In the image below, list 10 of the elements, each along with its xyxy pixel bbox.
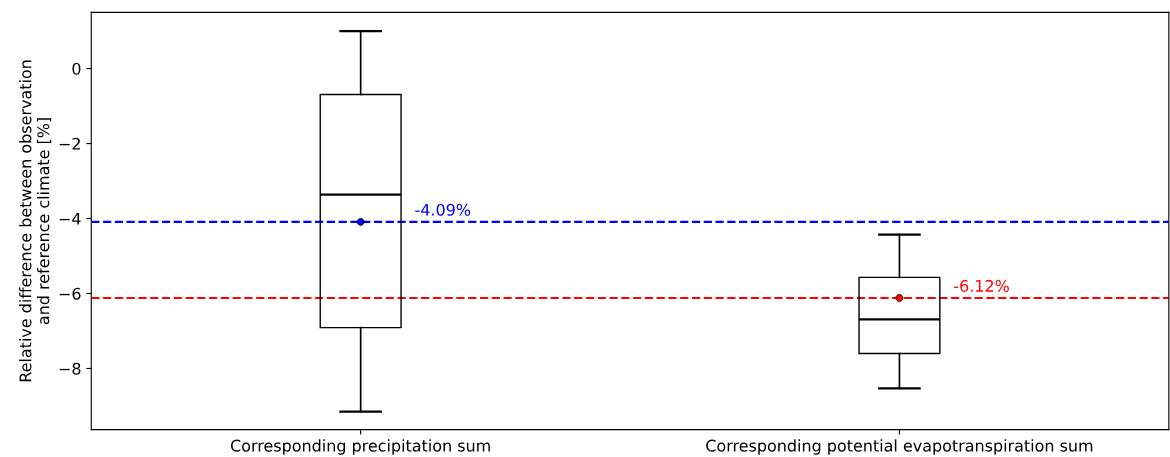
ref-line-label: -6.12% [954,279,1009,292]
y-tick-label: −2 [59,137,80,150]
y-tick-label: −8 [59,362,81,375]
x-tick-label: Corresponding potential evapotranspiration sum [706,439,1093,455]
y-axis-title: Relative difference between observation and reference climate [%] [19,60,52,382]
y-tick-label: −6 [59,287,81,300]
y-tick-label: −4 [59,212,81,225]
y-tick-label: 0 [72,62,81,75]
ref-line-label: -4.09% [415,203,471,216]
x-tick-label: Corresponding precipitation sum [230,439,490,455]
